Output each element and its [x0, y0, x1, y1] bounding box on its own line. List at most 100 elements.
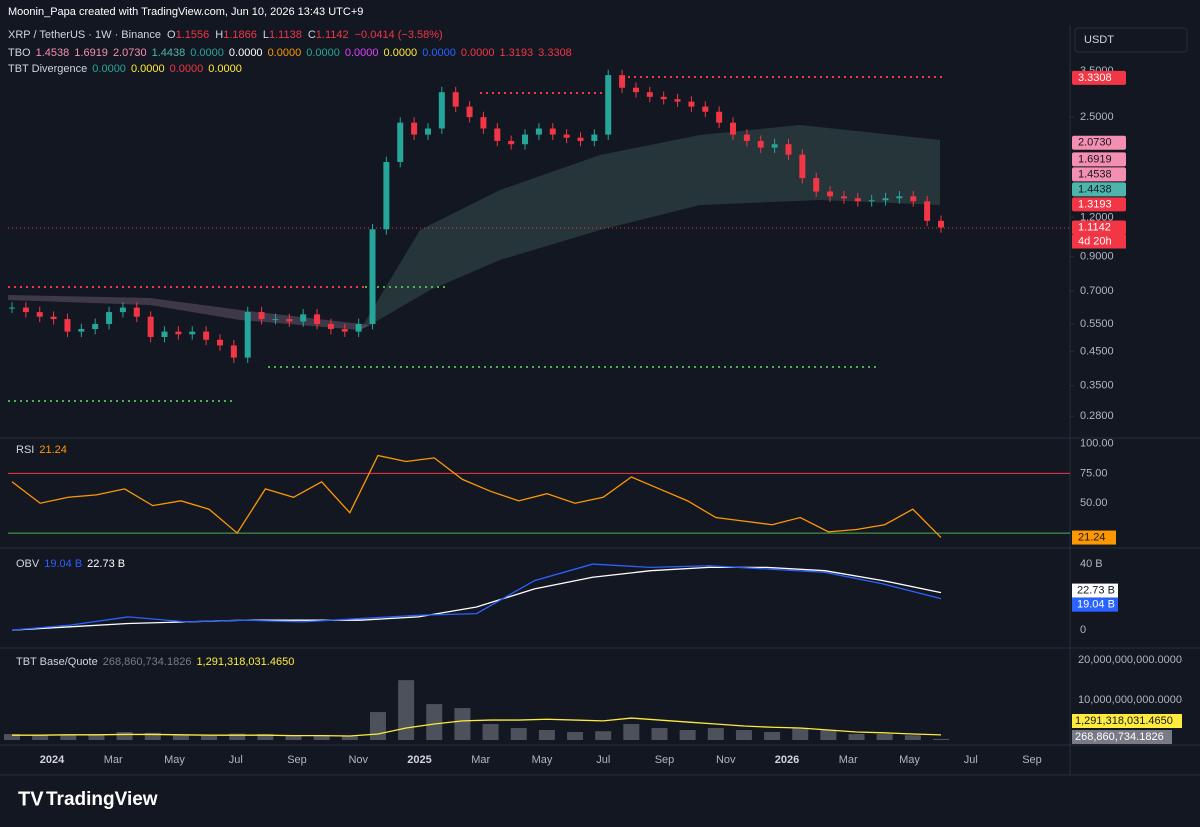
obv-badge: [1072, 583, 1118, 598]
candle: [327, 323, 334, 330]
candle: [549, 128, 556, 135]
ohlc-value: 1.1866: [223, 29, 257, 41]
x-tick-label: 2024: [40, 754, 65, 766]
currency[interactable]: USDT: [1084, 34, 1114, 46]
volume-bar: [933, 738, 949, 740]
legend: XRP / TetherUS · 1W · Binance O1.1556 H1.1…: [8, 29, 443, 41]
indicator-value: 0.0000: [422, 47, 456, 59]
candle: [854, 198, 861, 202]
volume-badge-label: 268,860,734.1826: [1075, 731, 1164, 743]
candle: [702, 106, 709, 112]
y-tick-label: 0.5500: [1080, 318, 1114, 330]
legend: TBO 1.4538 1.6919 2.0730 1.4438 0.0000 0.0000 0…: [8, 47, 572, 59]
x-tick-label: Nov: [348, 754, 368, 766]
change: −0.0414 (−3.58%): [355, 29, 443, 41]
candle: [646, 92, 653, 97]
y-tick-label: 0.7000: [1080, 285, 1114, 297]
logo-mark: TV: [18, 788, 44, 810]
rsi-badge: [1072, 530, 1116, 545]
candle: [522, 134, 529, 145]
volume-bar: [848, 734, 865, 740]
candle: [216, 339, 223, 346]
volume-bar: [201, 736, 218, 740]
obv-ma: [11, 566, 942, 631]
indicator-value: 0.0000: [306, 47, 340, 59]
candle: [466, 106, 473, 118]
candle: [244, 312, 251, 358]
indicator-value: 1.4438: [152, 47, 186, 59]
candle: [757, 140, 764, 148]
candle: [355, 323, 362, 332]
y-tick-label: 40 B: [1080, 558, 1103, 570]
x-tick-label: Jul: [229, 754, 243, 766]
legend: RSI 21.24: [16, 444, 67, 456]
volume-bar: [876, 734, 893, 740]
y-tick-label: 100.00: [1080, 437, 1114, 449]
volume-badge-label: 1,291,318,031.4650: [1075, 715, 1173, 727]
candle: [827, 191, 834, 197]
candle: [22, 307, 29, 313]
cloud-left: [8, 295, 370, 330]
ohlc-value: 1.1142: [316, 29, 349, 41]
x-tick-label: 2025: [407, 754, 431, 766]
candle: [591, 134, 598, 141]
legend: TBT Base/Quote 268,860,734.1826 1,291,318,…: [16, 656, 294, 668]
price-badge: [1072, 220, 1126, 235]
candle: [882, 198, 889, 201]
candle: [397, 122, 404, 162]
x-tick-label: May: [164, 754, 185, 766]
indicator-name: TBT Base/Quote: [16, 656, 98, 668]
rsi-line: [11, 454, 942, 539]
indicator-value: 0.0000: [461, 47, 495, 59]
volume-bar: [651, 728, 668, 740]
volume-bar: [735, 730, 752, 740]
volume-bar: [482, 724, 499, 740]
indicator-value: 2.0730: [113, 47, 147, 59]
candle: [133, 307, 140, 317]
x-tick-label: Nov: [716, 754, 736, 766]
price-badge-label: 1.3193: [1078, 198, 1112, 210]
price-badge: [1072, 197, 1126, 212]
candle: [9, 307, 15, 309]
indicator-value: 1,291,318,031.4650: [196, 656, 294, 668]
x-tick-label: Sep: [1022, 754, 1042, 766]
indicator-value: 3.3308: [538, 47, 572, 59]
volume-bar: [32, 735, 49, 740]
indicator-value: 22.73 B: [87, 558, 125, 570]
volume-badge: [1072, 714, 1182, 728]
volume-bar: [679, 730, 696, 740]
candle: [286, 319, 293, 322]
candle: [938, 220, 944, 228]
indicator-value: 1.4538: [36, 47, 70, 59]
symbol: XRP / TetherUS · 1W · Binance: [8, 29, 161, 41]
candle: [78, 329, 85, 332]
candle: [203, 331, 210, 340]
y-tick-label: 75.00: [1080, 467, 1108, 479]
candle: [799, 154, 806, 179]
volume-bar: [285, 736, 302, 740]
indicator-value: 1.6919: [74, 47, 108, 59]
ohlc-value: 1.1138: [269, 29, 302, 41]
candle: [119, 307, 126, 313]
candle: [632, 87, 639, 93]
indicator-value: 21.24: [39, 444, 67, 456]
countdown: 4d 20h: [1078, 235, 1112, 247]
y-tick-label: 0.4500: [1080, 345, 1114, 357]
candle: [785, 144, 792, 155]
candle: [36, 312, 43, 317]
ohlc-key: L: [263, 29, 269, 41]
separators: [0, 25, 1200, 776]
y-tick-label: 10,000,000,000.0000: [1078, 694, 1182, 706]
indicator-value: 0.0000: [384, 47, 418, 59]
candle: [369, 229, 376, 324]
candle: [494, 128, 501, 141]
volume-bar: [398, 680, 415, 740]
volume-bar: [538, 730, 555, 740]
price-badge: [1072, 182, 1126, 197]
currency-box[interactable]: [1074, 27, 1188, 53]
candle: [50, 316, 57, 320]
volume-bar: [116, 732, 133, 740]
candle: [438, 92, 445, 129]
x-tick-label: Mar: [104, 754, 123, 766]
volume-bar: [707, 728, 724, 740]
